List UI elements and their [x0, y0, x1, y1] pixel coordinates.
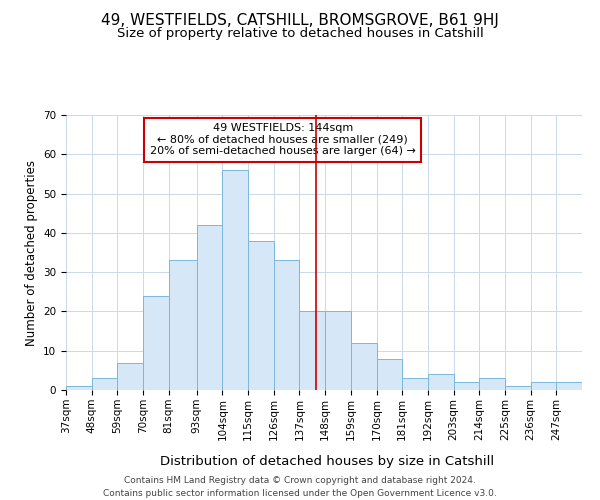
Text: Size of property relative to detached houses in Catshill: Size of property relative to detached ho…: [116, 28, 484, 40]
Text: 49, WESTFIELDS, CATSHILL, BROMSGROVE, B61 9HJ: 49, WESTFIELDS, CATSHILL, BROMSGROVE, B6…: [101, 12, 499, 28]
Bar: [454, 382, 479, 390]
Bar: [530, 382, 556, 390]
Bar: [325, 312, 351, 390]
Bar: [299, 312, 325, 390]
Bar: [428, 374, 454, 390]
Bar: [479, 378, 505, 390]
Bar: [66, 386, 92, 390]
Bar: [556, 382, 582, 390]
Bar: [505, 386, 530, 390]
Bar: [248, 240, 274, 390]
Bar: [118, 362, 143, 390]
Bar: [143, 296, 169, 390]
Bar: [92, 378, 118, 390]
Y-axis label: Number of detached properties: Number of detached properties: [25, 160, 38, 346]
Text: Contains HM Land Registry data © Crown copyright and database right 2024.
Contai: Contains HM Land Registry data © Crown c…: [103, 476, 497, 498]
Bar: [274, 260, 299, 390]
Text: Distribution of detached houses by size in Catshill: Distribution of detached houses by size …: [160, 454, 494, 468]
Bar: [169, 260, 197, 390]
Bar: [223, 170, 248, 390]
Bar: [402, 378, 428, 390]
Text: 49 WESTFIELDS: 144sqm
← 80% of detached houses are smaller (249)
20% of semi-det: 49 WESTFIELDS: 144sqm ← 80% of detached …: [150, 123, 416, 156]
Bar: [197, 225, 223, 390]
Bar: [351, 343, 377, 390]
Bar: [377, 358, 402, 390]
